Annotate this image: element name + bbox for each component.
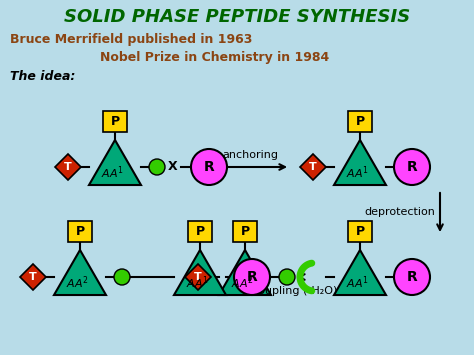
Circle shape (149, 159, 165, 175)
Text: coupling (-H₂O): coupling (-H₂O) (252, 286, 337, 296)
Text: SOLID PHASE PEPTIDE SYNTHESIS: SOLID PHASE PEPTIDE SYNTHESIS (64, 8, 410, 26)
Text: R: R (204, 160, 214, 174)
Circle shape (394, 149, 430, 185)
Text: P: P (75, 225, 84, 239)
Text: R: R (407, 270, 418, 284)
Text: R: R (407, 160, 418, 174)
Circle shape (234, 259, 270, 295)
Polygon shape (55, 154, 81, 180)
Text: T: T (194, 272, 202, 282)
FancyBboxPatch shape (103, 111, 127, 132)
Text: T: T (64, 162, 72, 172)
Text: anchoring: anchoring (222, 150, 278, 160)
Circle shape (394, 259, 430, 295)
Polygon shape (185, 264, 211, 290)
Text: P: P (195, 225, 205, 239)
Text: Bruce Merrifield published in 1963: Bruce Merrifield published in 1963 (10, 33, 252, 45)
Text: P: P (110, 115, 119, 129)
FancyBboxPatch shape (348, 111, 372, 132)
Text: Nobel Prize in Chemistry in 1984: Nobel Prize in Chemistry in 1984 (100, 50, 329, 64)
Text: P: P (356, 225, 365, 239)
Text: P: P (356, 115, 365, 129)
Text: X: X (168, 160, 178, 174)
Polygon shape (300, 154, 326, 180)
Polygon shape (334, 140, 386, 185)
Text: T: T (309, 162, 317, 172)
Text: deprotection: deprotection (364, 207, 435, 217)
Polygon shape (89, 140, 141, 185)
Text: $AA^1$: $AA^1$ (186, 275, 209, 291)
Text: R: R (246, 270, 257, 284)
Polygon shape (20, 264, 46, 290)
FancyBboxPatch shape (188, 222, 212, 242)
Text: The idea:: The idea: (10, 71, 75, 83)
FancyBboxPatch shape (68, 222, 92, 242)
Polygon shape (174, 250, 226, 295)
FancyBboxPatch shape (233, 222, 257, 242)
Polygon shape (219, 250, 271, 295)
Polygon shape (54, 250, 106, 295)
Text: P: P (240, 225, 250, 239)
Circle shape (114, 269, 130, 285)
Text: $AA^1$: $AA^1$ (346, 165, 368, 181)
Text: $AA^1$: $AA^1$ (346, 275, 368, 291)
Text: $AA^2$: $AA^2$ (65, 275, 88, 291)
Text: $AA^2$: $AA^2$ (231, 275, 254, 291)
Circle shape (191, 149, 227, 185)
Text: $AA^1$: $AA^1$ (100, 165, 123, 181)
Circle shape (279, 269, 295, 285)
Polygon shape (334, 250, 386, 295)
Text: T: T (29, 272, 37, 282)
FancyBboxPatch shape (348, 222, 372, 242)
